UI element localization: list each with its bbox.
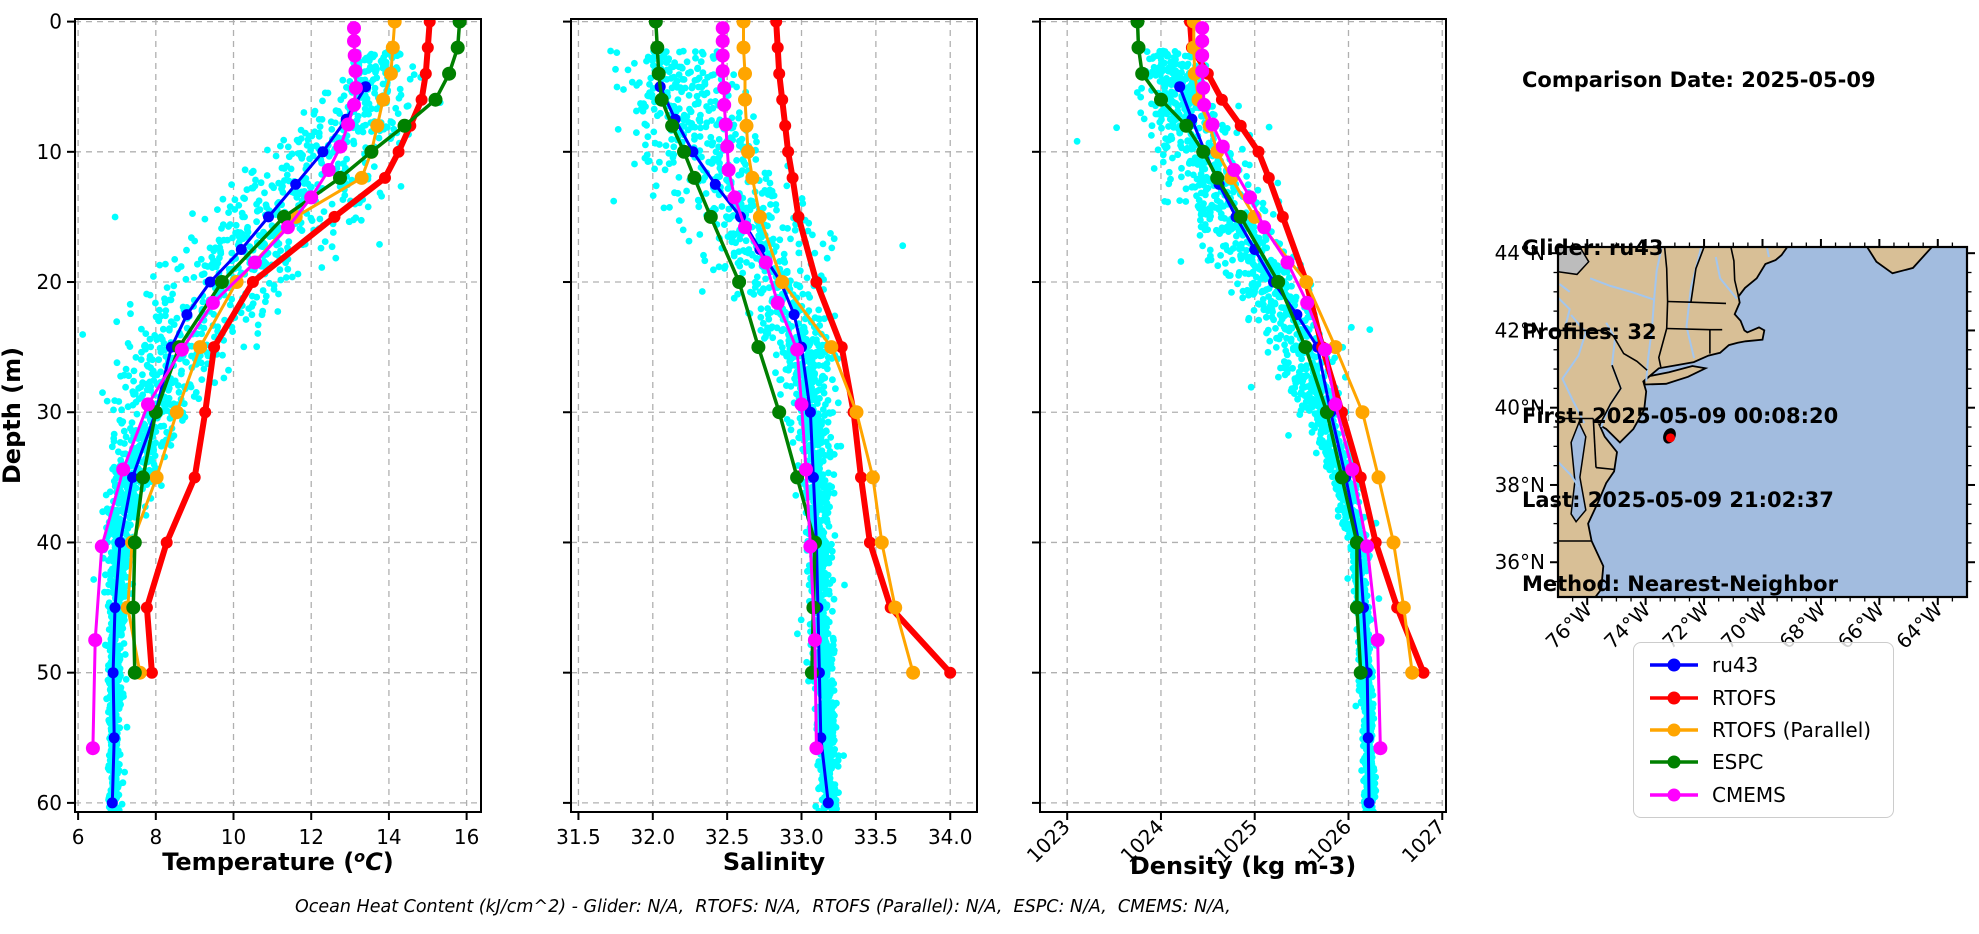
y-tick-label: 0 — [49, 10, 62, 34]
x-tick-label: 1023 — [1022, 815, 1075, 868]
density-series-cmems — [1195, 21, 1388, 756]
legend-item-rtofs: RTOFS — [1648, 686, 1893, 710]
map-river — [1561, 314, 1587, 424]
profiles-count-text: Profiles: 32 — [1522, 320, 1657, 344]
legend-label: ru43 — [1712, 653, 1759, 678]
legend-item-ru43: ru43 — [1648, 653, 1893, 677]
map-river — [1558, 461, 1580, 488]
state-border — [1598, 364, 1622, 426]
legend-item-cmems: CMEMS — [1648, 783, 1893, 807]
legend-label: CMEMS — [1712, 782, 1786, 807]
ocean-heat-content-footer: Ocean Heat Content (kJ/cm^2) - Glider: N… — [295, 897, 1231, 917]
legend-label: ESPC — [1712, 750, 1764, 775]
y-tick-label: 10 — [37, 140, 62, 164]
x-tick-label: 14 — [376, 825, 401, 849]
legend-line-marker — [1650, 788, 1698, 802]
comparison-date-text: Comparison Date: 2025-05-09 — [1522, 68, 1876, 92]
y-tick-label: 40 — [37, 530, 62, 554]
method-text: Method: Nearest-Neighbor — [1522, 572, 1838, 596]
salinity-axis-label: Salinity — [723, 848, 826, 876]
x-tick-label: 16 — [454, 825, 479, 849]
salinity-series-rtofs-parallel- — [736, 19, 921, 680]
temperature-series-cmems — [85, 21, 363, 756]
y-tick-label: 50 — [37, 661, 62, 685]
glider-location-dot — [1665, 433, 1675, 443]
lat-tick-label: 42°N — [1495, 318, 1545, 342]
salinity-panel: 31.5 32.0 32.5 33.0 33.5 34.0 Salinity — [556, 18, 978, 876]
map-land — [1558, 247, 1789, 597]
lat-tick-label: 38°N — [1495, 473, 1545, 497]
first-time-text: First: 2025-05-09 00:08:20 — [1522, 404, 1839, 428]
legend-line-marker — [1650, 755, 1698, 769]
legend-line-marker — [1650, 658, 1698, 672]
x-tick-label: 33.0 — [779, 825, 824, 849]
lat-tick-label: 40°N — [1495, 396, 1545, 420]
map-panel: 44°N42°N40°N38°N36°N76°W 74°W 72°W 70°W 68°W… — [1495, 239, 1975, 654]
legend: ru43 RTOFS RTOFS (Parallel) ESPC CMEMS — [1633, 642, 1894, 818]
x-tick-label: 34.0 — [928, 825, 973, 849]
legend-label: RTOFS — [1712, 685, 1777, 710]
x-tick-label: 32.0 — [631, 825, 676, 849]
salinity-series-cmems — [715, 21, 824, 756]
legend-item-rtofs-parallel-: RTOFS (Parallel) — [1648, 718, 1893, 742]
x-tick-label: 6 — [72, 825, 85, 849]
last-time-text: Last: 2025-05-09 21:02:37 — [1522, 488, 1834, 512]
x-tick-label: 12 — [298, 825, 323, 849]
map-river — [1558, 296, 1571, 327]
map-lake — [1558, 247, 1590, 276]
legend-label: RTOFS (Parallel) — [1712, 717, 1872, 742]
map-river — [1558, 283, 1571, 293]
x-tick-label: 32.5 — [705, 825, 750, 849]
legend-item-espc: ESPC — [1648, 750, 1893, 774]
y-tick-label: 20 — [37, 270, 62, 294]
y-tick-label: 30 — [37, 400, 62, 424]
x-tick-label: 33.5 — [854, 825, 899, 849]
x-tick-label: 8 — [149, 825, 162, 849]
info-spacer — [1522, 150, 1876, 178]
state-border — [1730, 247, 1740, 297]
x-tick-label: 10 — [221, 825, 246, 849]
x-tick-label: 1027 — [1397, 815, 1450, 868]
density-axis-label: Density (kg m-3) — [1130, 852, 1356, 880]
legend-line-marker — [1650, 723, 1698, 737]
lon-tick-label: 64°W — [1891, 597, 1947, 653]
state-border — [1558, 329, 1648, 371]
state-border — [1657, 247, 1669, 368]
lat-tick-label: 44°N — [1495, 241, 1545, 265]
map-river — [1589, 277, 1655, 301]
legend-line-marker — [1650, 691, 1698, 705]
depth-axis-label: Depth (m) — [0, 347, 26, 484]
lat-tick-label: 36°N — [1495, 550, 1545, 574]
salinity-series-espc — [648, 19, 822, 680]
temperature-panel: 6 8 10 12 14 16 0 10 20 30 40 50 60 Temperature (oC) D… — [0, 10, 482, 876]
state-border — [1595, 466, 1616, 471]
x-tick-label: 31.5 — [556, 825, 601, 849]
state-border — [1690, 247, 1705, 303]
glider-name-text: Glider: ru43 — [1522, 236, 1664, 260]
density-series-espc — [1130, 19, 1368, 680]
map-river — [1714, 256, 1738, 300]
state-border — [1592, 418, 1597, 468]
info-panel: Comparison Date: 2025-05-09 Glider: ru43… — [1522, 10, 1876, 626]
temperature-axis-label: Temperature (oC) — [162, 847, 394, 876]
y-tick-label: 60 — [37, 791, 62, 815]
map-river — [1645, 247, 1663, 382]
map-bay — [1570, 420, 1587, 523]
map-land — [1866, 247, 1934, 275]
map-river — [1765, 247, 1770, 258]
temperature-series-rtofs — [140, 19, 436, 679]
